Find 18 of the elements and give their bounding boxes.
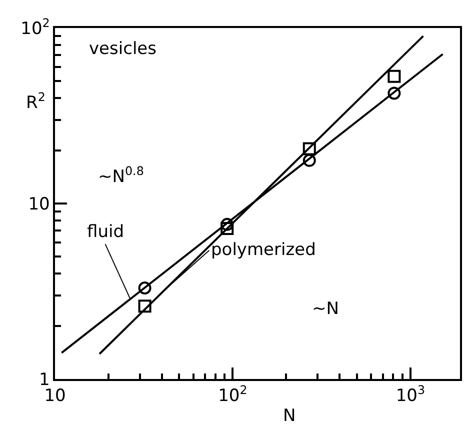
series-label: polymerized [211, 240, 316, 260]
y-axis-title: R$^{2}$ [26, 90, 46, 114]
x-axis-title: N [283, 406, 296, 426]
point [138, 282, 152, 294]
y-tick-label: 10$^{2}$ [20, 16, 50, 39]
point [302, 142, 316, 156]
annotation: vesicles [89, 39, 157, 59]
x-tick-label: 10$^{3}$ [396, 383, 426, 406]
text: fluid [87, 222, 124, 242]
annotation: ~N [312, 299, 339, 319]
point [138, 300, 152, 313]
y-tick-label: 10 [28, 194, 50, 214]
point [388, 70, 401, 83]
annotation: ~N$^{0.8}$ [98, 164, 144, 188]
point [302, 154, 316, 167]
x-tick-label: 10$^{2}$ [218, 383, 248, 406]
point [388, 86, 401, 100]
point [220, 222, 234, 236]
